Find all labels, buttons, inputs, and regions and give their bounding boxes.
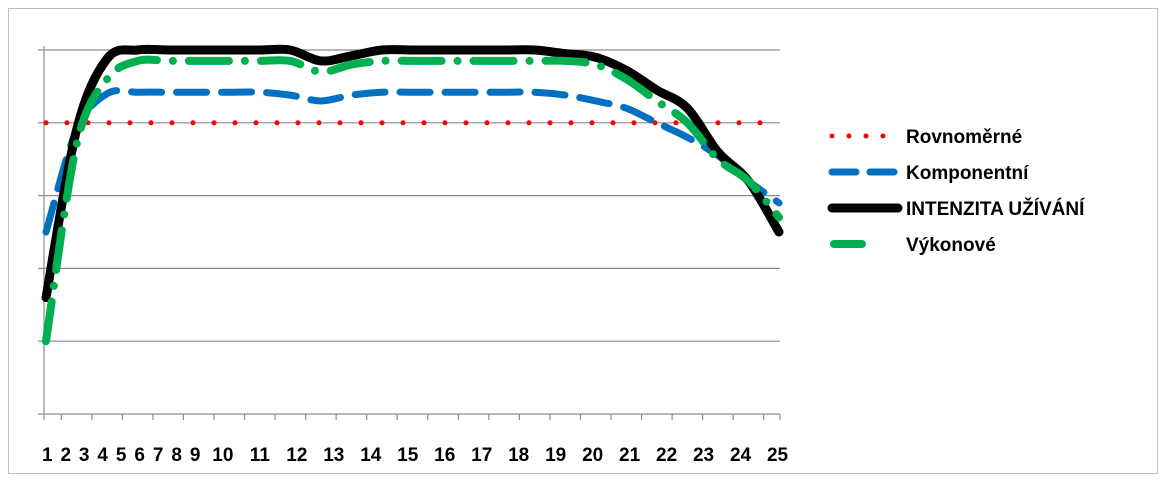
x-tick-label: 8 — [171, 445, 182, 466]
x-tick-label: 5 — [116, 445, 127, 466]
legend-item: Výkonové — [830, 235, 996, 256]
x-tick-label: 21 — [619, 445, 641, 466]
x-tick-label: 11 — [250, 445, 271, 466]
x-tick-label: 20 — [582, 445, 603, 466]
x-tick-label: 3 — [79, 445, 90, 466]
x-tick-label: 16 — [434, 445, 455, 466]
legend-label: Komponentní — [906, 163, 1029, 184]
series-line-komponentn- — [42, 87, 783, 236]
legend-label: Rovnoměrné — [906, 127, 1022, 148]
x-tick-label: 12 — [286, 445, 307, 466]
x-tick-label: 14 — [360, 445, 382, 466]
x-tick-label: 1 — [42, 445, 53, 466]
x-tick-label: 2 — [60, 445, 71, 466]
x-tick-label: 4 — [97, 445, 108, 466]
legend-label: Výkonové — [906, 235, 996, 256]
x-tick-label: 15 — [397, 445, 419, 466]
x-tick-label: 18 — [508, 445, 529, 466]
x-tick-label: 19 — [545, 445, 566, 466]
series-lines — [41, 44, 784, 346]
x-tick-label: 25 — [767, 445, 789, 466]
series-line-v-konov- — [42, 55, 783, 346]
x-tick-label: 7 — [153, 445, 164, 466]
x-tick-label: 10 — [212, 445, 233, 466]
legend-item: Rovnoměrné — [829, 127, 1022, 148]
x-tick-label: 23 — [693, 445, 714, 466]
chart-frame — [8, 8, 1158, 474]
x-tick-label: 6 — [134, 445, 145, 466]
x-tick-label: 17 — [471, 445, 492, 466]
legend-item: INTENZITA UŽÍVÁNÍ — [827, 198, 1085, 220]
legend-label: INTENZITA UŽÍVÁNÍ — [906, 198, 1085, 220]
series-line-intenzita-u-v-n- — [41, 44, 784, 303]
legend-item: Komponentní — [828, 163, 1029, 184]
x-tick-label: 13 — [323, 445, 344, 466]
axes: 1 2 3 4 5 6 7 8 9 10 11 12 13 14 15 16 17 18 19 20 21 22 23 24 2… — [38, 46, 789, 466]
x-tick-label: 22 — [656, 445, 677, 466]
x-tick-label: 9 — [190, 445, 201, 466]
legend: Rovnoměrné Komponentní INTENZITA UŽÍVÁNÍ Vý… — [827, 127, 1085, 256]
x-tick-label: 24 — [730, 445, 752, 466]
